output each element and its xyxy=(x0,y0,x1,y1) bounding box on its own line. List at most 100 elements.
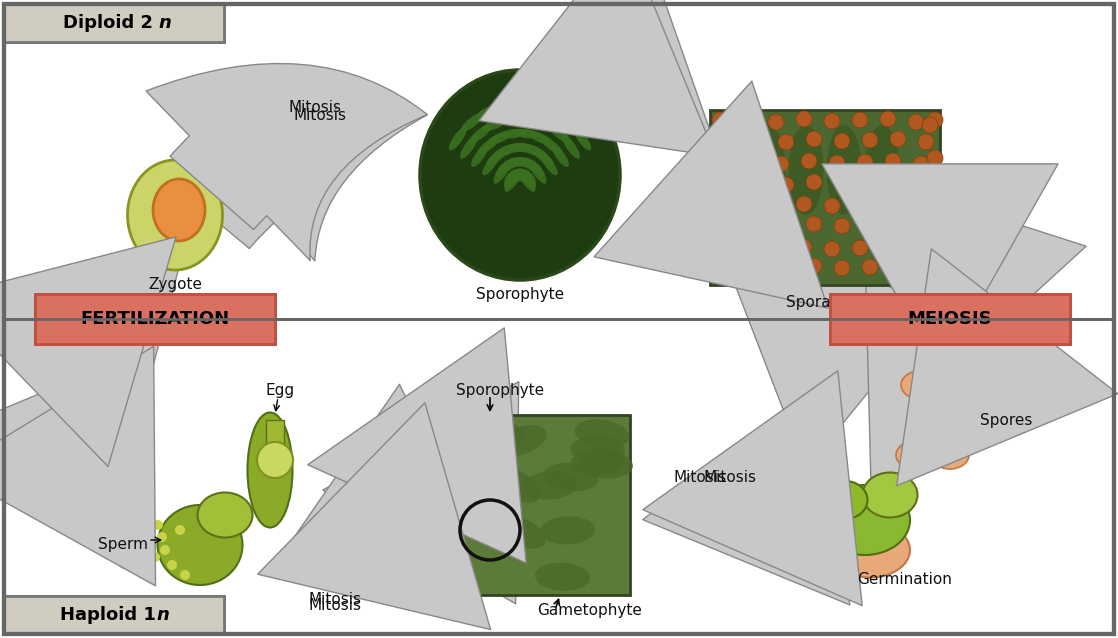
Ellipse shape xyxy=(505,172,533,181)
Circle shape xyxy=(824,198,840,214)
Ellipse shape xyxy=(437,489,491,518)
Circle shape xyxy=(927,150,942,166)
Circle shape xyxy=(824,113,840,129)
Ellipse shape xyxy=(494,515,546,549)
FancyBboxPatch shape xyxy=(4,4,224,42)
Text: Diploid 2: Diploid 2 xyxy=(69,14,159,32)
Ellipse shape xyxy=(198,493,253,537)
Ellipse shape xyxy=(494,425,547,457)
Circle shape xyxy=(830,155,845,171)
Ellipse shape xyxy=(823,481,868,519)
Ellipse shape xyxy=(513,129,541,138)
Circle shape xyxy=(153,520,163,530)
Circle shape xyxy=(858,154,873,170)
Circle shape xyxy=(750,215,766,231)
FancyBboxPatch shape xyxy=(830,294,1070,344)
Ellipse shape xyxy=(158,505,243,585)
Circle shape xyxy=(890,216,906,232)
Ellipse shape xyxy=(864,125,900,215)
Circle shape xyxy=(722,217,738,233)
Ellipse shape xyxy=(926,386,964,414)
Circle shape xyxy=(852,197,868,213)
Ellipse shape xyxy=(470,124,492,143)
Circle shape xyxy=(834,176,850,192)
Ellipse shape xyxy=(750,125,786,215)
Circle shape xyxy=(852,112,868,128)
Ellipse shape xyxy=(504,169,527,188)
Circle shape xyxy=(880,196,896,212)
Ellipse shape xyxy=(495,100,523,110)
FancyBboxPatch shape xyxy=(4,596,224,634)
Circle shape xyxy=(768,114,784,130)
Ellipse shape xyxy=(819,485,910,555)
Circle shape xyxy=(806,174,822,190)
Circle shape xyxy=(918,134,934,150)
Circle shape xyxy=(880,239,896,255)
Ellipse shape xyxy=(826,125,862,215)
Ellipse shape xyxy=(543,463,598,491)
Ellipse shape xyxy=(518,168,536,192)
Ellipse shape xyxy=(941,411,979,439)
Ellipse shape xyxy=(503,158,531,167)
Circle shape xyxy=(712,197,728,213)
Circle shape xyxy=(750,257,766,273)
Ellipse shape xyxy=(548,124,570,143)
Circle shape xyxy=(806,131,822,147)
Ellipse shape xyxy=(499,157,524,171)
Ellipse shape xyxy=(527,131,552,144)
Ellipse shape xyxy=(482,117,508,131)
Circle shape xyxy=(740,195,756,211)
Text: Germination: Germination xyxy=(858,572,953,588)
Circle shape xyxy=(796,196,812,212)
Circle shape xyxy=(922,235,938,251)
Circle shape xyxy=(778,261,794,277)
Text: Gametophyte: Gametophyte xyxy=(538,602,643,618)
Circle shape xyxy=(890,258,906,274)
Ellipse shape xyxy=(551,144,569,167)
Ellipse shape xyxy=(459,135,477,159)
Text: MEIOSIS: MEIOSIS xyxy=(908,310,993,328)
Ellipse shape xyxy=(540,135,562,154)
Text: MEIOSIS: MEIOSIS xyxy=(908,310,993,328)
Circle shape xyxy=(176,525,184,535)
Text: Sporophyte: Sporophyte xyxy=(476,288,565,302)
Circle shape xyxy=(796,239,812,255)
Ellipse shape xyxy=(501,143,529,153)
Text: n: n xyxy=(159,14,171,32)
Ellipse shape xyxy=(504,168,522,192)
Text: Mitosis: Mitosis xyxy=(288,101,341,115)
Ellipse shape xyxy=(482,152,500,175)
Text: n: n xyxy=(167,606,179,624)
Circle shape xyxy=(834,260,850,276)
Text: Diploid 2: Diploid 2 xyxy=(63,14,153,32)
Circle shape xyxy=(157,532,167,542)
Ellipse shape xyxy=(538,104,563,118)
Text: n: n xyxy=(157,606,170,624)
Ellipse shape xyxy=(511,143,539,153)
Circle shape xyxy=(913,177,929,193)
Circle shape xyxy=(927,112,942,128)
Ellipse shape xyxy=(514,114,542,124)
Circle shape xyxy=(712,240,728,256)
Ellipse shape xyxy=(540,152,558,175)
Ellipse shape xyxy=(931,441,969,469)
Circle shape xyxy=(880,111,896,127)
Circle shape xyxy=(913,156,929,172)
Circle shape xyxy=(806,216,822,232)
Circle shape xyxy=(824,241,840,257)
Circle shape xyxy=(145,565,155,575)
Ellipse shape xyxy=(515,157,541,171)
Ellipse shape xyxy=(495,158,518,177)
Ellipse shape xyxy=(491,467,541,503)
Ellipse shape xyxy=(830,523,910,577)
Circle shape xyxy=(862,217,878,233)
Ellipse shape xyxy=(471,144,489,167)
Ellipse shape xyxy=(712,125,748,215)
Ellipse shape xyxy=(540,516,595,544)
Ellipse shape xyxy=(487,131,513,144)
Ellipse shape xyxy=(575,419,629,448)
Ellipse shape xyxy=(449,127,466,151)
Ellipse shape xyxy=(514,169,537,188)
Circle shape xyxy=(750,130,766,146)
Circle shape xyxy=(908,242,923,258)
